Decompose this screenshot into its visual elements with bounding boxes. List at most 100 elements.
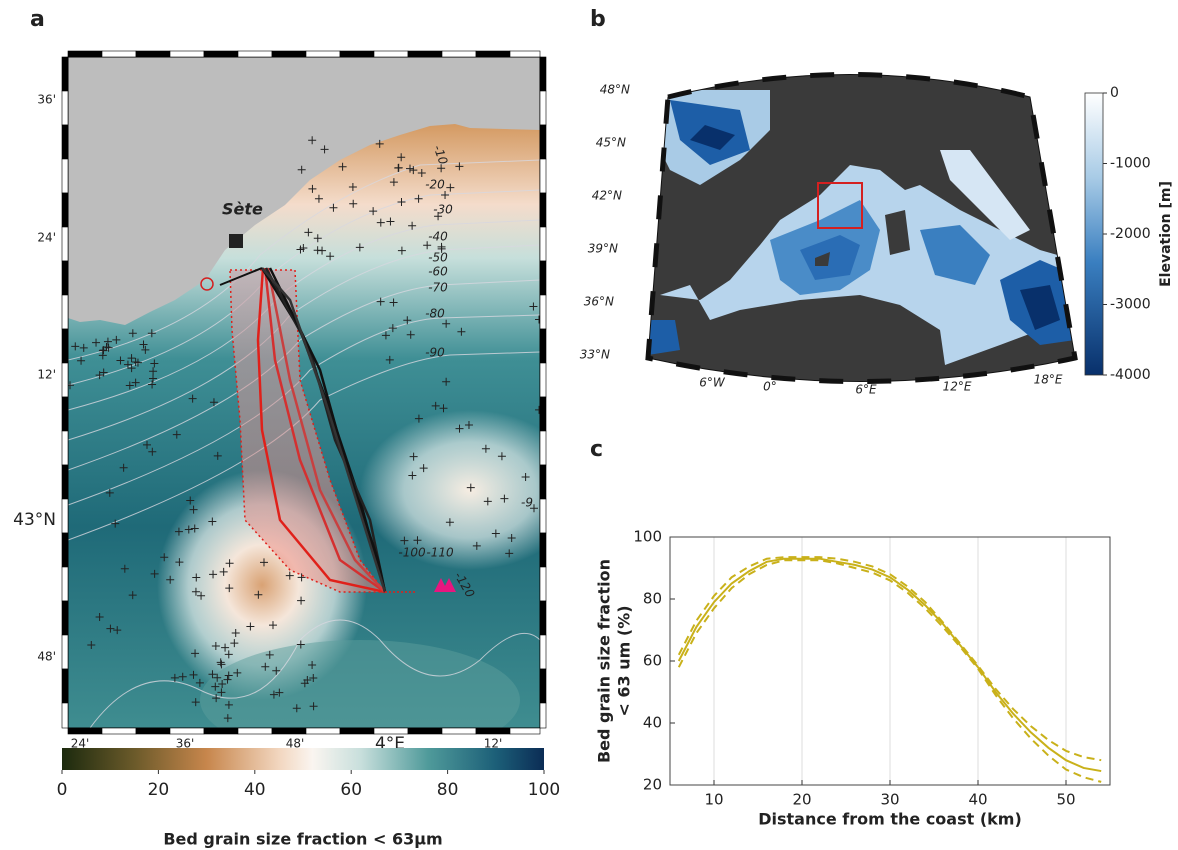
station (211, 682, 220, 691)
contour-label: -40 (428, 230, 448, 244)
frame-segment (475, 50, 511, 58)
frame-segment (305, 50, 341, 58)
colorbar-tick-label: 40 (244, 780, 266, 800)
sea (1020, 285, 1060, 330)
station (143, 440, 151, 449)
frame-segment (539, 226, 547, 262)
lat-label: 33°N (580, 348, 610, 362)
shade (360, 410, 540, 570)
station (446, 183, 455, 192)
station (457, 327, 466, 336)
frame-segment (61, 362, 69, 398)
station (112, 335, 121, 344)
frame-segment (67, 727, 103, 735)
colorbar-ticks: 0 20 40 60 80 100 (57, 770, 560, 800)
colorbar-label: Bed grain size fraction < 63µm (163, 830, 442, 849)
station (98, 351, 107, 360)
frame-segment (61, 328, 69, 364)
station (500, 494, 509, 503)
station (105, 488, 114, 497)
lat-label: 48' (37, 650, 56, 664)
station (139, 340, 148, 349)
station (160, 553, 169, 562)
station (348, 182, 357, 191)
station (191, 698, 200, 707)
frame-segment (509, 50, 541, 58)
contour-label: -60 (428, 265, 448, 279)
frame-segment (61, 226, 69, 262)
station (437, 244, 446, 253)
station (300, 679, 309, 688)
station (431, 401, 440, 410)
map-labels: 48°N 45°N 42°N 39°N 36°N 33°N 6°W 0° 6°E 12°E 18°E (580, 83, 1063, 397)
station (221, 643, 230, 652)
lat-label: 48°N (600, 83, 630, 97)
frame-segment (339, 727, 375, 735)
station (149, 374, 158, 383)
station (442, 377, 451, 386)
station (141, 345, 150, 354)
station (275, 688, 284, 697)
frame-segment (539, 668, 547, 704)
frame-segment (203, 727, 239, 735)
station (79, 343, 88, 352)
frame-segment (61, 668, 69, 704)
station (403, 316, 412, 325)
station (192, 573, 201, 582)
station (314, 194, 323, 203)
frame-segment (539, 600, 547, 636)
city-marker (229, 234, 243, 248)
map-frame (61, 50, 547, 735)
station (397, 246, 406, 255)
station (254, 590, 263, 599)
station (304, 228, 313, 237)
frame-segment (539, 124, 547, 160)
frame-segment (373, 50, 409, 58)
colorbar-tick-label: 0 (57, 780, 68, 800)
place-label: Sète (222, 200, 263, 219)
station (369, 207, 378, 216)
station (172, 430, 181, 439)
frame-segment (61, 532, 69, 568)
station (320, 145, 329, 154)
station (246, 622, 255, 631)
station (197, 591, 206, 600)
station (355, 243, 364, 252)
station (389, 298, 398, 307)
station (208, 517, 217, 526)
frame-segment (539, 56, 547, 92)
marker (200, 277, 214, 291)
lon-label: 12' (484, 737, 503, 751)
station (439, 404, 448, 413)
station (413, 536, 422, 545)
station (417, 169, 426, 178)
frame-segment (61, 396, 69, 432)
colorbar (62, 748, 544, 770)
frame-segment (539, 328, 547, 364)
station (212, 694, 221, 703)
station (308, 136, 317, 145)
station (217, 688, 226, 697)
station (326, 252, 335, 261)
frame-segment (539, 158, 547, 194)
frame-segment (539, 634, 547, 670)
x-tick-label: 50 (1056, 791, 1075, 809)
colorbar-tick-label: 60 (340, 780, 362, 800)
station (125, 381, 134, 390)
sea (920, 225, 990, 285)
frame-segment (169, 727, 205, 735)
station (505, 549, 514, 558)
station (400, 536, 409, 545)
station (128, 329, 137, 338)
station (119, 463, 128, 472)
lat-label: 45°N (596, 136, 626, 150)
frame-segment (61, 124, 69, 160)
frame-segment (203, 50, 239, 58)
lat-label: 36°N (584, 295, 614, 309)
station (455, 424, 464, 433)
station (313, 234, 322, 243)
y-tick-label: 20 (643, 776, 662, 794)
lat-label: 42°N (592, 189, 622, 203)
x-tick-label: 40 (968, 791, 987, 809)
